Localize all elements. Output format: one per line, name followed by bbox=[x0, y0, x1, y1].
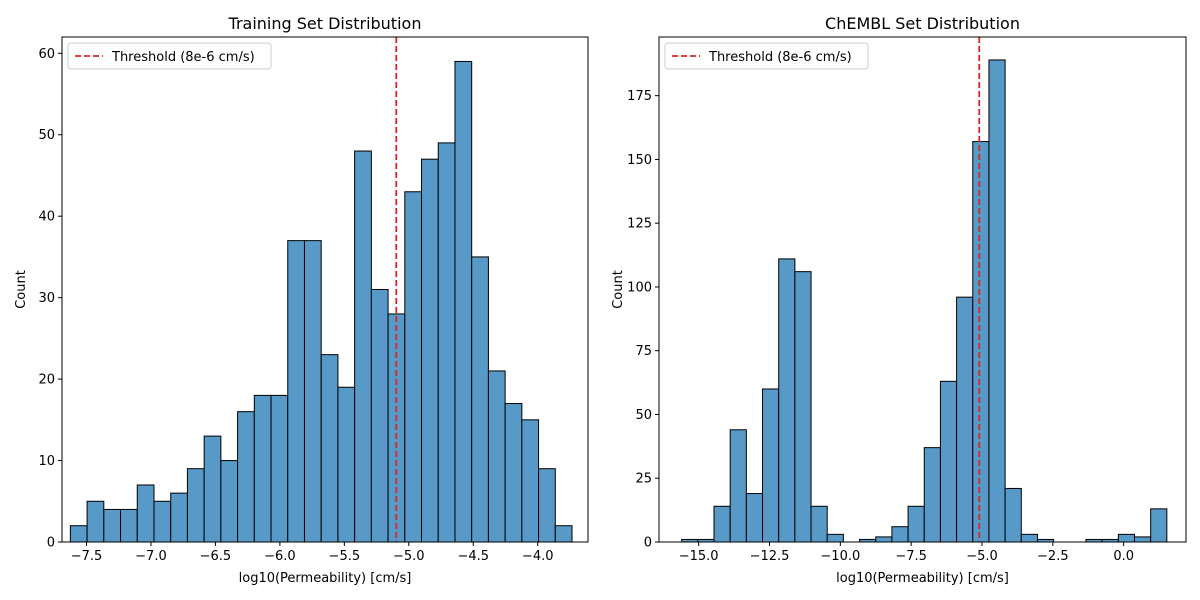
training-bar bbox=[337, 386, 356, 543]
chembl-bar bbox=[891, 526, 909, 543]
training-chart-title: Training Set Distribution bbox=[228, 14, 422, 33]
chembl-y-tick-label: 100 bbox=[627, 280, 652, 295]
training-bar bbox=[287, 240, 305, 543]
chembl-bar bbox=[875, 536, 893, 543]
chembl-y-tick-label: 50 bbox=[635, 408, 652, 423]
training-y-tick-label: 0 bbox=[47, 536, 55, 551]
training-bar bbox=[437, 142, 456, 543]
training-bar bbox=[471, 256, 489, 543]
training-x-tick-label: −5.0 bbox=[393, 549, 425, 564]
chembl-x-tick-label: −12.5 bbox=[750, 549, 790, 564]
training-axes-frame bbox=[61, 36, 589, 543]
training-bar bbox=[203, 435, 222, 543]
training-histogram-panel: −7.5 −7.0 −6.5 −6.0 −5.5 −5.0 −4.5 −4.0 0 10 20 30 4… bbox=[14, 14, 589, 586]
training-bar bbox=[354, 150, 372, 543]
training-bar bbox=[504, 403, 523, 543]
chembl-bar bbox=[713, 505, 731, 543]
training-bar bbox=[153, 500, 172, 543]
training-y-tick-label: 30 bbox=[38, 291, 55, 306]
training-bar bbox=[86, 500, 105, 543]
chembl-y-axis-label: Count bbox=[611, 270, 626, 309]
training-legend: Threshold (8e-6 cm/s) bbox=[67, 42, 272, 70]
chembl-x-tick-label: −10.0 bbox=[820, 549, 860, 564]
chembl-bar bbox=[988, 59, 1006, 543]
training-bar bbox=[270, 394, 289, 543]
chembl-y-tick-label: 25 bbox=[635, 472, 652, 487]
training-bar bbox=[320, 354, 339, 543]
chembl-x-axis-label: log10(Permeability) [cm/s] bbox=[836, 571, 1009, 586]
training-y-tick-label: 10 bbox=[38, 454, 55, 469]
chembl-bar bbox=[956, 296, 974, 543]
chembl-axes-frame bbox=[658, 36, 1187, 543]
training-bar bbox=[303, 240, 322, 543]
training-bar bbox=[220, 460, 239, 543]
chembl-y-tick-label: 0 bbox=[644, 536, 652, 551]
chembl-bar bbox=[826, 533, 844, 543]
chembl-bar bbox=[745, 493, 764, 543]
training-bar bbox=[454, 60, 473, 543]
chembl-y-tick-label: 125 bbox=[627, 217, 652, 232]
training-bar bbox=[186, 468, 205, 543]
chembl-bar bbox=[1020, 533, 1038, 543]
chembl-bar bbox=[810, 505, 828, 543]
chembl-bar bbox=[972, 141, 990, 543]
training-x-tick-label: −6.5 bbox=[200, 549, 232, 564]
training-bar bbox=[404, 191, 423, 543]
training-bar bbox=[103, 508, 122, 543]
training-bar bbox=[237, 411, 255, 543]
chembl-x-tick-label: −7.5 bbox=[895, 549, 927, 564]
chembl-histogram-panel: −15.0 −12.5 −10.0 −7.5 −5.0 −2.5 0.0 0 25 50 75 100… bbox=[611, 14, 1187, 586]
training-legend-label: Threshold (8e-6 cm/s) bbox=[111, 50, 255, 65]
chembl-bar bbox=[1004, 487, 1022, 543]
chembl-legend-label: Threshold (8e-6 cm/s) bbox=[708, 50, 852, 65]
chembl-bar bbox=[939, 380, 958, 543]
training-x-tick-label: −7.5 bbox=[71, 549, 103, 564]
chembl-bar bbox=[923, 447, 941, 543]
training-bar bbox=[120, 508, 138, 543]
chembl-bar bbox=[1117, 533, 1135, 543]
training-x-tick-label: −4.5 bbox=[457, 549, 489, 564]
training-bar bbox=[136, 484, 155, 543]
chembl-legend: Threshold (8e-6 cm/s) bbox=[664, 42, 869, 70]
training-legend-box bbox=[67, 42, 272, 70]
training-x-tick-label: −5.5 bbox=[329, 549, 361, 564]
training-y-axis-label: Count bbox=[14, 270, 29, 309]
training-bar bbox=[521, 419, 540, 543]
chembl-bar bbox=[729, 429, 747, 543]
training-bar bbox=[370, 289, 389, 543]
training-bar bbox=[421, 158, 439, 543]
training-bar bbox=[170, 492, 188, 543]
chembl-x-tick-label: −2.5 bbox=[1037, 549, 1069, 564]
chembl-x-tick-label: −5.0 bbox=[966, 549, 998, 564]
chembl-x-tick-label: 0.0 bbox=[1113, 549, 1134, 564]
training-y-tick-label: 20 bbox=[38, 373, 55, 388]
chembl-chart-title: ChEMBL Set Distribution bbox=[825, 14, 1020, 33]
chembl-y-tick-label: 75 bbox=[635, 344, 652, 359]
training-bar bbox=[253, 394, 272, 543]
training-x-tick-label: −4.0 bbox=[522, 549, 554, 564]
training-y-tick-label: 60 bbox=[38, 47, 55, 62]
chembl-legend-box bbox=[664, 42, 869, 70]
chembl-bar bbox=[794, 271, 812, 543]
training-x-axis-label: log10(Permeability) [cm/s] bbox=[239, 571, 412, 586]
chembl-bar bbox=[1150, 508, 1168, 543]
training-x-tick-label: −6.0 bbox=[264, 549, 296, 564]
training-x-tick-label: −7.0 bbox=[135, 549, 167, 564]
training-y-tick-label: 40 bbox=[38, 210, 55, 225]
chembl-bar bbox=[778, 258, 796, 543]
chembl-y-tick-label: 175 bbox=[627, 89, 652, 104]
chembl-bar bbox=[762, 388, 780, 543]
training-y-tick-label: 50 bbox=[38, 128, 55, 143]
chembl-bar bbox=[907, 505, 925, 543]
training-bar bbox=[554, 525, 573, 543]
training-bar bbox=[538, 468, 556, 543]
training-bar bbox=[487, 370, 506, 543]
training-bar bbox=[69, 525, 88, 543]
chembl-bar bbox=[1134, 536, 1152, 543]
chembl-y-tick-label: 150 bbox=[627, 153, 652, 168]
chembl-x-tick-label: −15.0 bbox=[679, 549, 719, 564]
